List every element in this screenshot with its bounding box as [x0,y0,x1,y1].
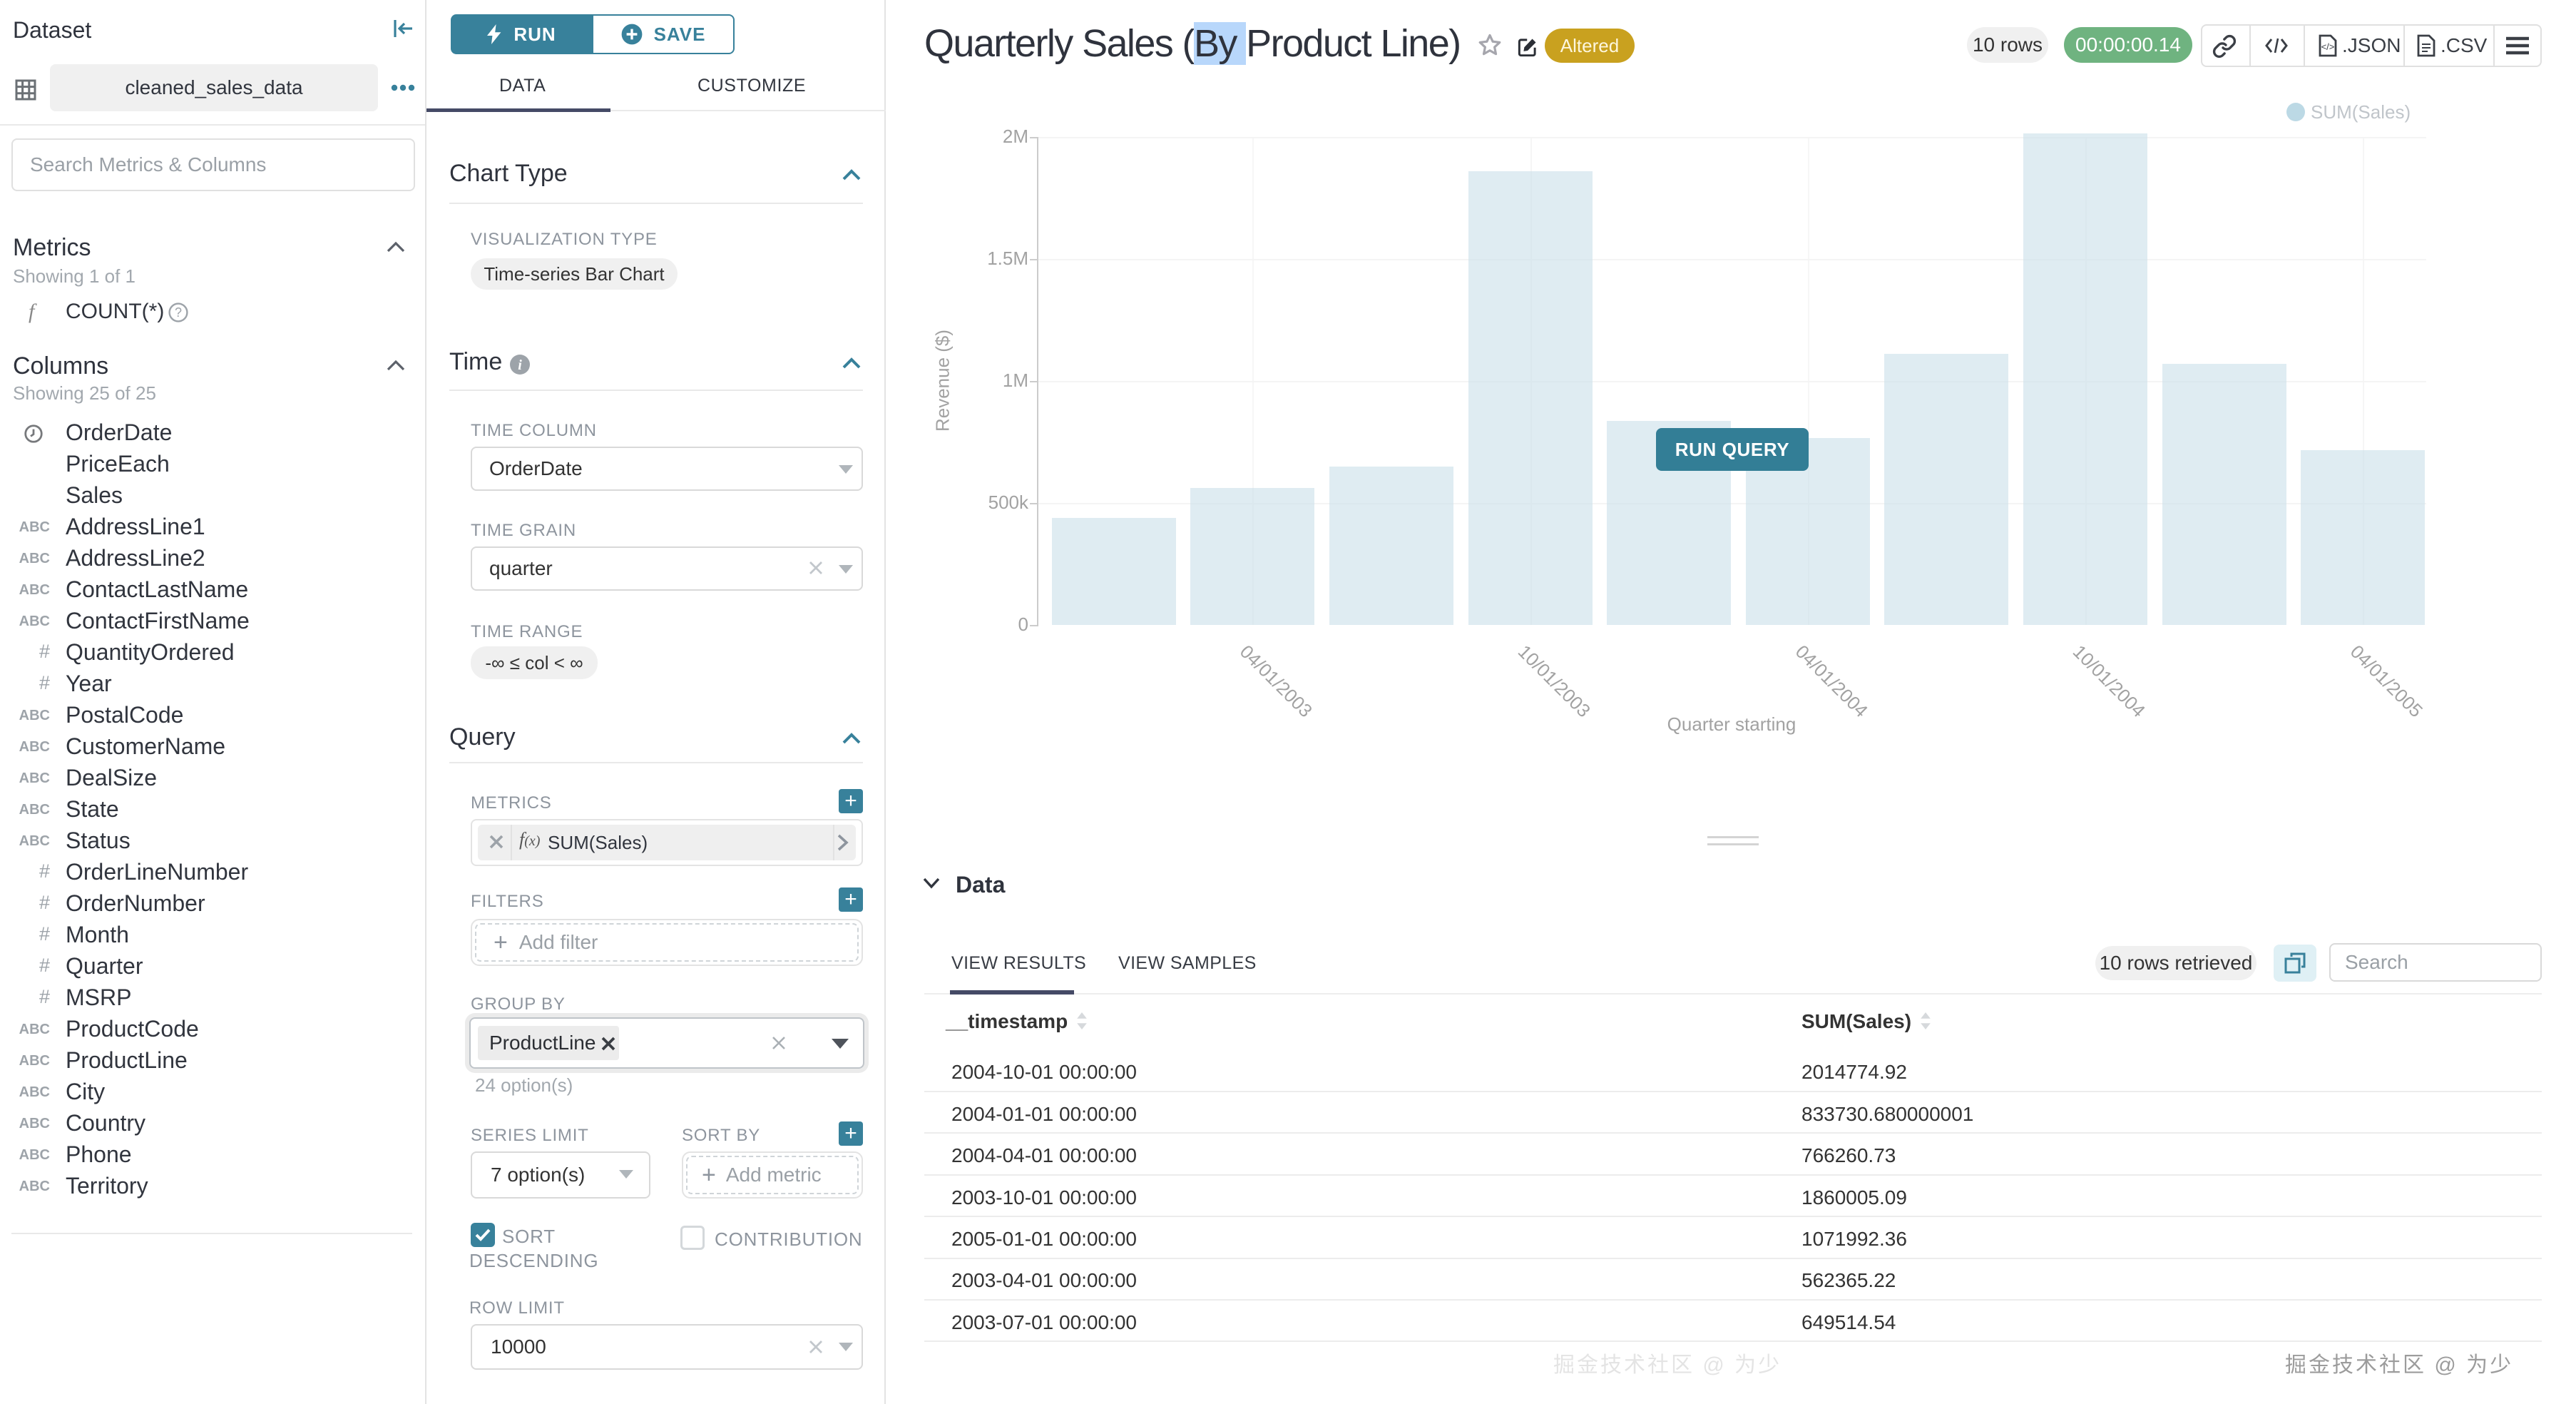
svg-text:</>: </> [2321,41,2335,52]
svg-text:i: i [518,357,522,373]
svg-text:?: ? [175,305,182,320]
